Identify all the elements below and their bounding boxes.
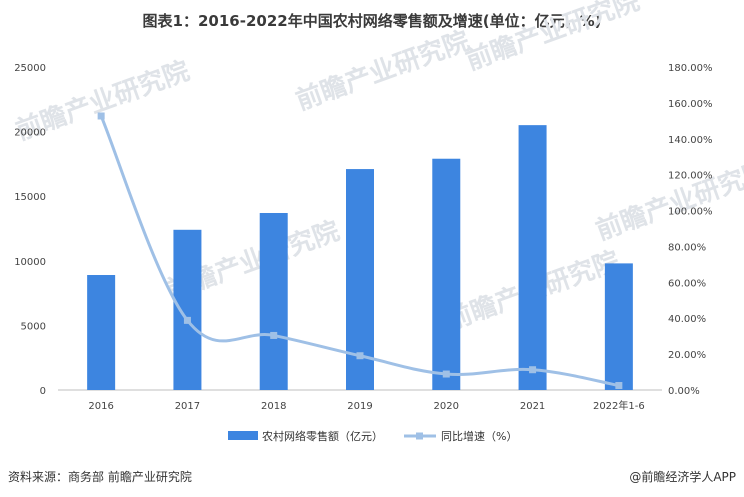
right-tick-label: 0.00% (668, 386, 700, 397)
left-tick-label: 5000 (21, 321, 46, 332)
legend-bar-swatch (228, 431, 258, 440)
credit-note: @前瞻经济学人APP (629, 470, 736, 484)
line-point (270, 331, 278, 339)
x-tick-label: 2022年1-6 (593, 399, 645, 412)
right-tick-label: 20.00% (668, 350, 706, 361)
legend-line-marker (416, 432, 423, 440)
right-tick-label: 140.00% (668, 135, 713, 146)
right-tick-label: 120.00% (668, 171, 713, 182)
right-tick-label: 100.00% (668, 207, 713, 218)
line-point (356, 352, 364, 360)
line-point (183, 316, 191, 324)
right-tick-label: 60.00% (668, 278, 706, 289)
line-point (615, 382, 623, 390)
watermark-text: 前瞻产业研究院 (592, 155, 744, 246)
right-axis-ticks: 0.00% 20.00% 40.00% 60.00% 80.00% 100.00% 120.… (668, 63, 713, 397)
watermark-text: 前瞻产业研究院 (462, 0, 644, 77)
watermark-text: 前瞻产业研究院 (292, 25, 474, 116)
left-tick-label: 25000 (14, 63, 46, 74)
line-point (529, 366, 537, 374)
right-tick-label: 40.00% (668, 314, 706, 325)
legend-bar-label: 农村网络零售额（亿元） (262, 429, 383, 443)
source-note: 资料来源：商务部 前瞻产业研究院 (8, 470, 192, 484)
line-point (442, 370, 450, 378)
left-axis-ticks: 0 5000 10000 15000 20000 25000 (14, 63, 46, 397)
right-tick-label: 180.00% (668, 63, 713, 74)
left-tick-label: 0 (40, 386, 46, 397)
x-tick-label: 2021 (520, 401, 545, 412)
line-point (97, 112, 105, 120)
legend-line-label: 同比增速（%） (441, 429, 517, 443)
left-tick-label: 20000 (14, 128, 46, 139)
legend: 农村网络零售额（亿元） 同比增速（%） (228, 429, 517, 443)
x-tick-label: 2018 (261, 401, 286, 412)
bar-series (87, 125, 633, 390)
bar (173, 229, 202, 390)
x-tick-label: 2016 (88, 401, 113, 412)
bar (604, 263, 633, 390)
bar (259, 212, 288, 390)
right-tick-label: 160.00% (668, 99, 713, 110)
left-tick-label: 10000 (14, 257, 46, 268)
bar (518, 125, 547, 390)
x-tick-label: 2019 (347, 401, 372, 412)
left-tick-label: 15000 (14, 192, 46, 203)
right-tick-label: 80.00% (668, 242, 706, 253)
x-axis-ticks: 2016 2017 2018 2019 2020 2021 2022年1-6 (88, 399, 644, 412)
bar (87, 275, 116, 390)
line-series (97, 112, 623, 390)
x-tick-label: 2020 (434, 401, 459, 412)
x-tick-label: 2017 (175, 401, 200, 412)
bar (432, 158, 461, 390)
chart-title: 图表1：2016-2022年中国农村网络零售额及增速(单位：亿元，%) (142, 12, 602, 30)
